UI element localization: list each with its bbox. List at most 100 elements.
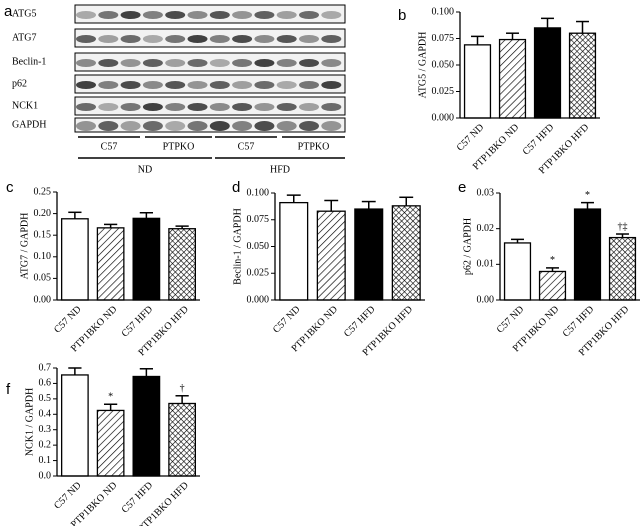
- blot-band: [321, 121, 342, 131]
- panel-letter: b: [398, 7, 406, 24]
- y-tick-label: 0.00: [34, 294, 52, 305]
- blot-band: [142, 103, 163, 111]
- blot-band: [76, 121, 96, 131]
- y-tick-label: 0.20: [34, 208, 52, 219]
- blot-band: [142, 11, 163, 19]
- blot-row-label: ATG7: [12, 32, 36, 43]
- y-tick-label: 0.100: [432, 6, 455, 17]
- y-tick-label: 0.3: [39, 424, 52, 435]
- y-tick-label: 0.05: [34, 273, 52, 284]
- y-tick-label: 0.050: [432, 59, 455, 70]
- annotation: *: [585, 190, 590, 201]
- blot-band: [209, 59, 230, 67]
- x-tick-label: C57 ND: [52, 304, 84, 336]
- blot-band: [254, 81, 275, 89]
- y-tick-label: 0.00: [477, 294, 495, 305]
- blot-band: [187, 35, 208, 43]
- panel-letter: f: [6, 381, 11, 398]
- y-tick-label: 0.2: [39, 439, 52, 450]
- y-tick-label: 0.025: [247, 268, 270, 279]
- y-tick-label: 0.025: [432, 86, 455, 97]
- blot-band: [187, 11, 208, 19]
- y-tick-label: 0.1: [39, 455, 52, 466]
- bar: [568, 32, 597, 119]
- y-tick-label: 0.0: [39, 470, 52, 481]
- blot-band: [98, 81, 119, 89]
- y-axis-label: ATG5 / GAPDH: [417, 32, 428, 99]
- bar: [316, 210, 346, 301]
- strain-label: PTPKO: [163, 141, 195, 152]
- y-tick-label: 0.6: [39, 378, 52, 389]
- blot-band: [142, 59, 163, 67]
- annotation: †: [180, 383, 185, 394]
- blot-band: [299, 11, 319, 19]
- y-tick-label: 0.100: [247, 187, 270, 198]
- blot-band: [299, 81, 319, 89]
- y-axis-label: ATG7 / GAPDH: [19, 213, 30, 280]
- annotation: *: [108, 392, 113, 403]
- blot-band: [142, 81, 163, 89]
- bar: [463, 44, 492, 119]
- blot-row-label: Beclin-1: [12, 56, 46, 67]
- bar: [132, 217, 161, 301]
- blot-band: [187, 59, 208, 67]
- blot-row-label: NCK1: [12, 100, 38, 111]
- blot-strip: [74, 74, 346, 94]
- panel-letter: a: [4, 3, 13, 20]
- blot-band: [187, 121, 208, 131]
- bar: [573, 208, 602, 301]
- blot-band: [299, 121, 319, 131]
- bar: [168, 402, 197, 477]
- blot-band: [165, 11, 186, 19]
- blot-band: [209, 11, 230, 19]
- blot-band: [142, 35, 163, 43]
- blot-row-label: GAPDH: [12, 119, 46, 130]
- blot-band: [76, 81, 96, 89]
- x-tick-label: C57 ND: [495, 304, 527, 336]
- blot-band: [321, 11, 342, 19]
- blot-band: [98, 121, 119, 131]
- x-tick-label: C57 HFD: [342, 304, 377, 339]
- bar: [132, 375, 161, 477]
- blot-band: [254, 59, 275, 67]
- blot-band: [98, 35, 119, 43]
- bar: [498, 38, 527, 119]
- bar: [608, 236, 637, 301]
- blot-band: [120, 11, 141, 19]
- panel-letter: c: [6, 179, 14, 196]
- y-tick-label: 0.4: [39, 409, 52, 420]
- blot-band: [165, 81, 186, 89]
- blot-strip: [74, 117, 346, 133]
- blot-band: [232, 59, 253, 67]
- bar: [533, 27, 562, 119]
- y-tick-label: 0.01: [477, 259, 495, 270]
- y-tick-label: 0.000: [432, 112, 455, 123]
- strain-label: C57: [238, 141, 255, 152]
- blot-band: [209, 103, 230, 111]
- annotation: †‡: [618, 221, 628, 232]
- blot-band: [321, 81, 342, 89]
- blot-row-label: p62: [12, 78, 27, 89]
- x-tick-label: C57 ND: [52, 480, 84, 512]
- blot-strip: [74, 4, 346, 24]
- y-tick-label: 0.075: [247, 214, 270, 225]
- blot-band: [98, 59, 119, 67]
- blot-strip: [74, 96, 346, 116]
- y-tick-label: 0.050: [247, 241, 270, 252]
- y-tick-label: 0.15: [34, 229, 52, 240]
- blot-band: [76, 11, 96, 19]
- blot-band: [232, 11, 253, 19]
- blot-strip: [74, 52, 346, 72]
- blot-band: [165, 103, 186, 111]
- bar: [60, 218, 89, 301]
- x-tick-label: C57 HFD: [120, 480, 155, 515]
- y-tick-label: 0.02: [477, 223, 495, 234]
- strain-label: PTPKO: [298, 141, 330, 152]
- bar: [279, 201, 309, 301]
- blot-band: [165, 35, 186, 43]
- blot-band: [276, 59, 297, 67]
- blot-band: [76, 35, 96, 43]
- diet-label: HFD: [270, 164, 290, 175]
- blot-band: [299, 103, 319, 111]
- x-tick-label: C57 ND: [455, 122, 487, 154]
